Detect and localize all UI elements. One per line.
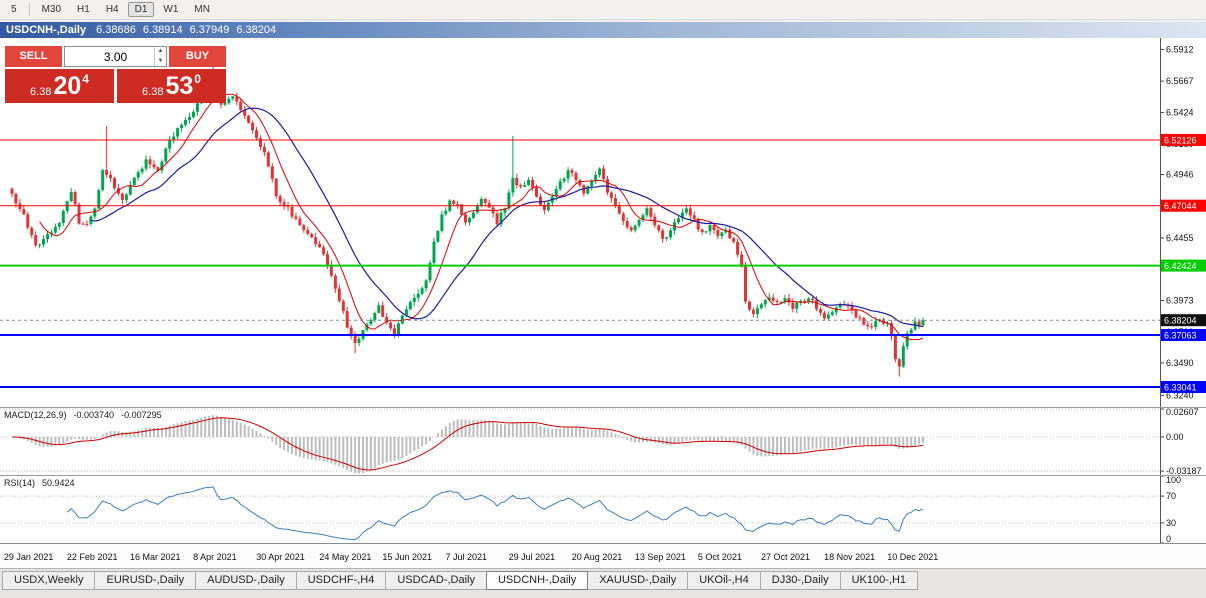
price-axis-ticks: 6.59126.56676.54246.51806.49466.47046.44… <box>1160 44 1194 400</box>
volume-value: 3.00 <box>103 49 128 64</box>
one-click-trading-panel: SELL 3.00 ▲ ▼ BUY 6.38 20 4 6.38 <box>5 46 226 103</box>
chart-tab-usdcad-daily[interactable]: USDCAD-,Daily <box>385 571 487 590</box>
chart-caption-bar[interactable]: USDCNH-,Daily 6.38686 6.38914 6.37949 6.… <box>0 22 1206 38</box>
candlestick-chart[interactable]: 6.59126.56676.54246.51806.49466.47046.44… <box>0 38 1206 407</box>
chart-tab-dj30-daily[interactable]: DJ30-,Daily <box>759 571 841 590</box>
date-label: 24 May 2021 <box>319 552 372 562</box>
price-chart-panel[interactable]: 6.59126.56676.54246.51806.49466.47046.44… <box>0 38 1206 407</box>
svg-text:6.4455: 6.4455 <box>1166 233 1194 243</box>
timeframe-button-w1[interactable]: W1 <box>163 4 179 15</box>
date-label: 18 Nov 2021 <box>824 552 876 562</box>
date-label: 13 Sep 2021 <box>634 552 686 562</box>
price-tag-level: 6.52126 <box>1161 133 1206 146</box>
svg-text:6.5424: 6.5424 <box>1166 108 1194 118</box>
date-label: 7 Jul 2021 <box>445 552 488 562</box>
svg-text:6.3240: 6.3240 <box>1166 390 1194 400</box>
svg-text:6.3490: 6.3490 <box>1166 358 1194 368</box>
price-tag-current: 6.38204 <box>1161 314 1206 327</box>
sell-price-big: 20 <box>53 71 82 100</box>
timeframe-toolbar: 5 M30 H1 H4 D1 W1 MN <box>0 0 1206 20</box>
date-label: 15 Jun 2021 <box>382 552 432 562</box>
date-label: 29 Jan 2021 <box>3 552 54 562</box>
svg-text:6.42424: 6.42424 <box>1164 261 1197 271</box>
svg-text:70: 70 <box>1166 491 1176 501</box>
svg-text:6.5912: 6.5912 <box>1166 44 1194 54</box>
timeframe-button-h4[interactable]: H4 <box>105 4 119 15</box>
macd-panel[interactable]: 0.02607 0.00 -0.03187 MACD(12,26,9) -0.003… <box>0 407 1206 475</box>
volume-up-arrow[interactable]: ▲ <box>157 48 164 54</box>
svg-text:0.00: 0.00 <box>1166 432 1184 442</box>
chart-tab-usdcnh-daily[interactable]: USDCNH-,Daily <box>485 571 589 590</box>
date-label: 5 Oct 2021 <box>697 552 742 562</box>
svg-text:0.02607: 0.02607 <box>1166 408 1199 417</box>
svg-text:6.47044: 6.47044 <box>1164 201 1197 211</box>
sell-price-prefix: 6.38 <box>30 86 52 98</box>
macd-histogram <box>14 415 924 474</box>
date-label: 29 Jul 2021 <box>508 552 556 562</box>
buy-price-big: 53 <box>165 71 194 100</box>
timeframe-button-d1[interactable]: D1 <box>127 2 155 17</box>
sell-button[interactable]: SELL <box>5 46 62 67</box>
svg-text:30: 30 <box>1166 518 1176 528</box>
svg-text:6.38204: 6.38204 <box>1164 316 1197 326</box>
timeframe-button-h1[interactable]: H1 <box>77 4 90 15</box>
sell-price-button[interactable]: 6.38 20 4 <box>5 69 114 103</box>
timeframe-button-m30[interactable]: M30 <box>41 4 62 15</box>
buy-price-pipette: 0 <box>194 72 201 86</box>
chart-tab-bar: USDX,Weekly EURUSD-,Daily AUDUSD-,Daily USD… <box>0 568 1206 598</box>
svg-text:6.4946: 6.4946 <box>1166 169 1194 179</box>
svg-text:100: 100 <box>1166 476 1181 485</box>
macd-chart[interactable]: 0.02607 0.00 -0.03187 <box>0 408 1206 475</box>
volume-down-arrow[interactable]: ▼ <box>157 57 164 64</box>
ohlc-open: 6.38686 <box>96 24 136 36</box>
time-axis[interactable]: 29 Jan 2021 22 Feb 2021 16 Mar 2021 8 Apr 2… <box>0 543 1206 568</box>
date-label: 30 Apr 2021 <box>256 552 305 562</box>
date-label: 27 Oct 2021 <box>761 552 811 562</box>
date-label: 10 Dec 2021 <box>887 552 939 562</box>
timeframe-button-mn[interactable]: MN <box>194 4 210 15</box>
sell-price-pipette: 4 <box>82 72 89 86</box>
svg-text:6.5667: 6.5667 <box>1166 76 1194 86</box>
price-tag-level: 6.33041 <box>1161 381 1206 393</box>
toolbar-separator <box>28 3 30 16</box>
price-tag-level: 6.37063 <box>1161 329 1206 341</box>
svg-text:6.3973: 6.3973 <box>1166 295 1194 305</box>
svg-text:6.33041: 6.33041 <box>1164 383 1197 393</box>
rsi-line <box>66 486 924 541</box>
buy-price-prefix: 6.38 <box>142 86 164 98</box>
chart-tab-xauusd-daily[interactable]: XAUUSD-,Daily <box>587 571 689 590</box>
buy-price-button[interactable]: 6.38 53 0 <box>117 69 226 103</box>
rsi-panel[interactable]: 100 70 30 0 RSI(14) 50.9424 <box>0 475 1206 543</box>
date-label: 16 Mar 2021 <box>130 552 181 562</box>
svg-text:0: 0 <box>1166 534 1171 543</box>
date-label: 8 Apr 2021 <box>193 552 237 562</box>
ohlc-close: 6.38204 <box>236 24 277 36</box>
date-label: 20 Aug 2021 <box>571 552 623 562</box>
ohlc-low: 6.37949 <box>189 24 230 36</box>
ma-slow-line <box>90 107 924 328</box>
svg-text:6.37063: 6.37063 <box>1164 331 1197 341</box>
chart-tab-usdx-weekly[interactable]: USDX,Weekly <box>2 571 96 590</box>
price-tag-level: 6.47044 <box>1161 199 1206 212</box>
chart-tab-ukoil-h4[interactable]: UKOil-,H4 <box>687 571 761 590</box>
svg-text:-0.03187: -0.03187 <box>1166 466 1202 475</box>
svg-text:6.52126: 6.52126 <box>1164 135 1197 145</box>
chart-tab-audusd-daily[interactable]: AUDUSD-,Daily <box>195 571 297 590</box>
ohlc-high: 6.38914 <box>142 24 183 36</box>
candlestick-series <box>10 66 925 377</box>
volume-field[interactable]: 3.00 ▲ ▼ <box>64 46 167 67</box>
rsi-chart[interactable]: 100 70 30 0 <box>0 476 1206 543</box>
chart-tab-usdchf-h4[interactable]: USDCHF-,H4 <box>295 571 387 590</box>
buy-button[interactable]: BUY <box>169 46 226 67</box>
chart-title: USDCNH-,Daily <box>6 24 87 36</box>
date-label: 22 Feb 2021 <box>66 552 118 562</box>
macd-signal-line <box>11 417 924 471</box>
timeframe-button-5[interactable]: 5 <box>11 4 17 15</box>
volume-spinner: ▲ ▼ <box>154 47 166 66</box>
chart-tab-uk100-h1[interactable]: UK100-,H1 <box>839 571 919 590</box>
chart-tab-eurusd-daily[interactable]: EURUSD-,Daily <box>94 571 197 590</box>
ma-fast-line <box>39 93 924 341</box>
price-tag-level: 6.42424 <box>1161 259 1206 272</box>
